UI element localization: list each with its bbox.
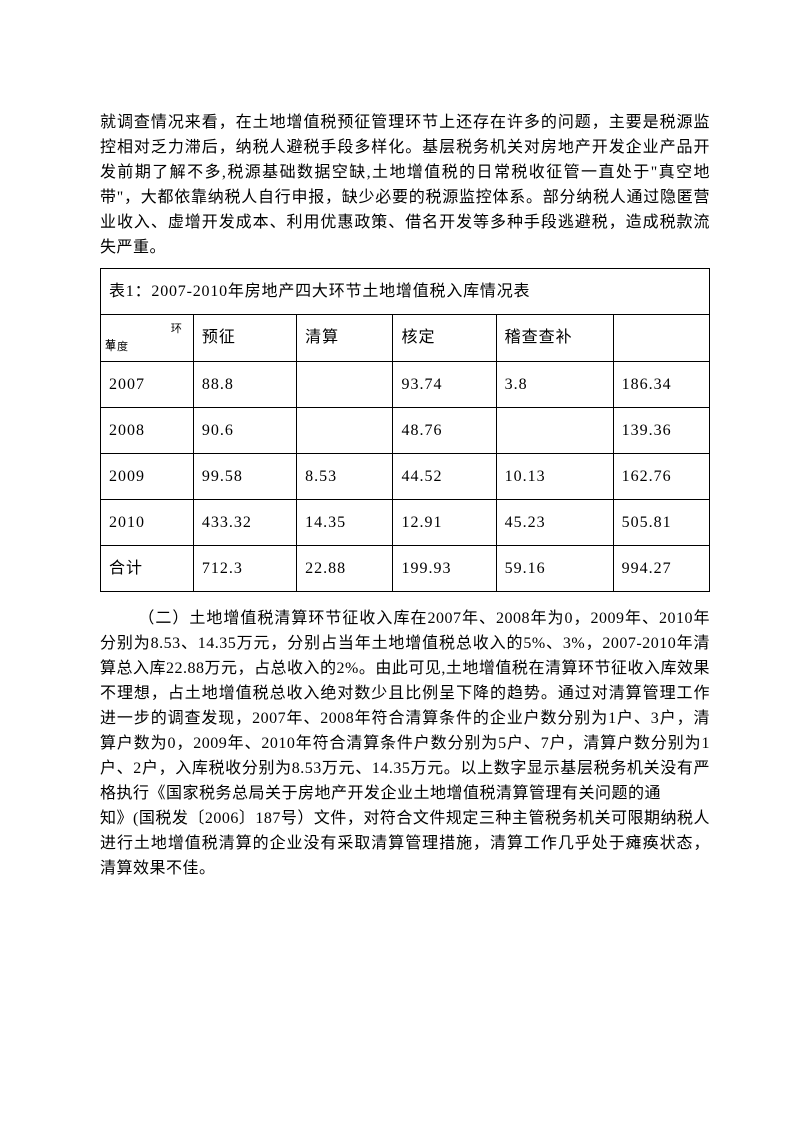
table-header — [613, 315, 709, 362]
table-title: 表1：2007-2010年房地产四大环节土地增值税入库情况表 — [101, 269, 710, 315]
table-row: 合计 712.3 22.88 199.93 59.16 994.27 — [101, 546, 710, 592]
table-row: 2010 433.32 14.35 12.91 45.23 505.81 — [101, 500, 710, 546]
paragraph-2: （二）土地增值税清算环节征收入库在2007年、2008年为0，2009年、201… — [100, 606, 710, 806]
table-row: 2008 90.6 48.76 139.36 — [101, 408, 710, 454]
table-cell: 139.36 — [613, 408, 709, 454]
table-cell: 2008 — [101, 408, 194, 454]
tax-table: 表1：2007-2010年房地产四大环节土地增值税入库情况表 环 节 年度 预征… — [100, 268, 710, 592]
table-cell — [297, 408, 393, 454]
table-title-row: 表1：2007-2010年房地产四大环节土地增值税入库情况表 — [101, 269, 710, 315]
table-cell: 44.52 — [393, 454, 496, 500]
table-cell — [496, 408, 613, 454]
table-cell: 45.23 — [496, 500, 613, 546]
paragraph-3: 知》(国税发〔2006〕187号）文件，对符合文件规定三种主管税务机关可限期纳税… — [100, 806, 710, 881]
table-row: 2009 99.58 8.53 44.52 10.13 162.76 — [101, 454, 710, 500]
table-header: 预征 — [193, 315, 296, 362]
corner-label-bot: 年度 — [105, 336, 129, 358]
table-cell: 99.58 — [193, 454, 296, 500]
table-cell: 2009 — [101, 454, 194, 500]
table-cell: 2007 — [101, 362, 194, 408]
table-row: 2007 88.8 93.74 3.8 186.34 — [101, 362, 710, 408]
table-cell: 505.81 — [613, 500, 709, 546]
table-corner-cell: 环 节 年度 — [101, 315, 194, 362]
document-page: 就调查情况来看，在土地增值税预征管理环节上还存在许多的问题，主要是税源监控相对乏… — [0, 0, 800, 941]
table-cell: 合计 — [101, 546, 194, 592]
paragraph-1: 就调查情况来看，在土地增值税预征管理环节上还存在许多的问题，主要是税源监控相对乏… — [100, 110, 710, 260]
table-cell: 12.91 — [393, 500, 496, 546]
table-header: 清算 — [297, 315, 393, 362]
table-header: 稽查查补 — [496, 315, 613, 362]
table-cell: 93.74 — [393, 362, 496, 408]
table-cell: 199.93 — [393, 546, 496, 592]
table-header: 核定 — [393, 315, 496, 362]
table-cell: 994.27 — [613, 546, 709, 592]
spacer — [100, 596, 710, 606]
table-cell: 90.6 — [193, 408, 296, 454]
table-container: 表1：2007-2010年房地产四大环节土地增值税入库情况表 环 节 年度 预征… — [100, 268, 710, 592]
table-cell: 712.3 — [193, 546, 296, 592]
table-cell: 48.76 — [393, 408, 496, 454]
table-cell: 162.76 — [613, 454, 709, 500]
table-cell: 14.35 — [297, 500, 393, 546]
table-cell: 22.88 — [297, 546, 393, 592]
table-cell: 433.32 — [193, 500, 296, 546]
table-header-row: 环 节 年度 预征 清算 核定 稽查查补 — [101, 315, 710, 362]
table-cell: 10.13 — [496, 454, 613, 500]
table-cell: 88.8 — [193, 362, 296, 408]
table-cell: 59.16 — [496, 546, 613, 592]
table-cell — [297, 362, 393, 408]
corner-label-top: 环 — [171, 318, 183, 340]
table-cell: 186.34 — [613, 362, 709, 408]
table-cell: 3.8 — [496, 362, 613, 408]
table-cell: 8.53 — [297, 454, 393, 500]
table-cell: 2010 — [101, 500, 194, 546]
